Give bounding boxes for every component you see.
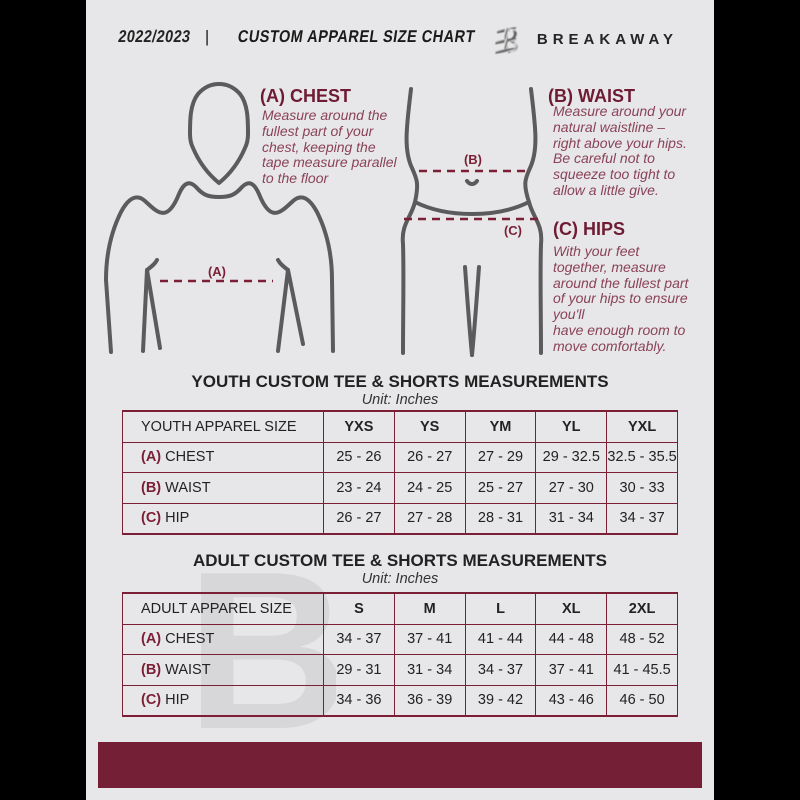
svg-text:(A): (A)	[208, 264, 226, 279]
svg-text:(B): (B)	[464, 152, 482, 167]
svg-text:(C): (C)	[504, 223, 522, 238]
